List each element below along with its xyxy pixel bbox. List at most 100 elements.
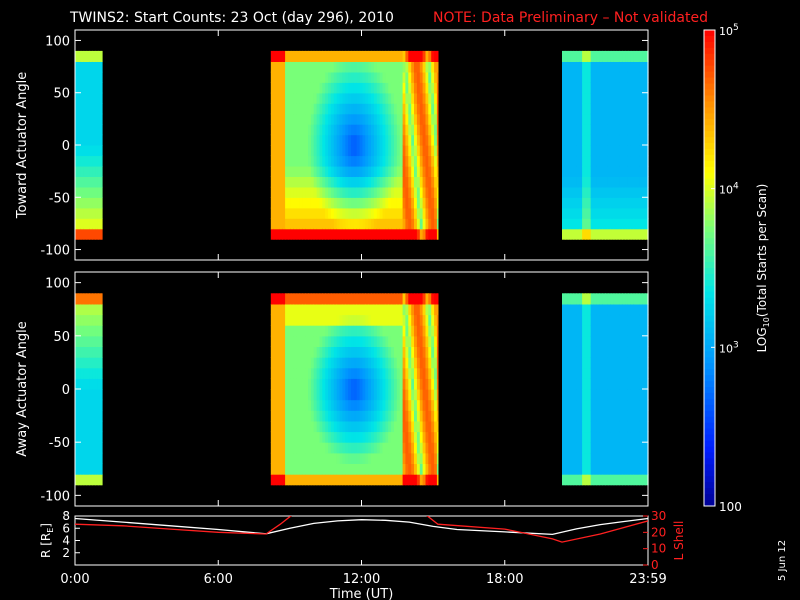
heatmap-cell — [570, 197, 575, 209]
heatmap-cell — [564, 357, 569, 369]
heatmap-cell — [633, 103, 638, 115]
heatmap-cell — [376, 346, 381, 358]
heatmap-cell — [593, 452, 598, 464]
heatmap-cell — [431, 124, 435, 136]
heatmap-cell — [585, 207, 589, 219]
heatmap-cell — [345, 442, 349, 454]
heatmap-cell — [373, 378, 378, 390]
heatmap-cell — [408, 389, 412, 401]
heatmap-cell — [75, 442, 79, 454]
heatmap-cell — [630, 399, 635, 411]
heatmap-cell — [408, 378, 412, 390]
heatmap-cell — [411, 335, 415, 347]
heatmap-cell — [436, 61, 439, 73]
heatmap-cell — [319, 367, 323, 379]
heatmap-cell — [596, 186, 600, 198]
heatmap-cell — [288, 207, 292, 219]
heatmap-cell — [616, 207, 620, 219]
heatmap-cell — [416, 82, 421, 94]
heatmap-cell — [419, 145, 424, 157]
heatmap-cell — [422, 293, 427, 305]
heatmap-cell — [92, 325, 96, 337]
heatmap-cell — [356, 228, 361, 240]
heatmap-cell — [371, 378, 375, 390]
heatmap-cell — [270, 186, 275, 198]
heatmap-cell — [590, 335, 595, 347]
heatmap-cell — [92, 207, 96, 219]
heatmap-cell — [636, 452, 640, 464]
heatmap-cell — [396, 399, 401, 411]
heatmap-cell — [97, 303, 102, 316]
heatmap-cell — [310, 197, 315, 209]
heatmap-cell — [356, 463, 361, 475]
heatmap-cell — [353, 325, 358, 337]
heatmap-cell — [622, 335, 626, 347]
heatmap-cell — [95, 124, 99, 136]
heatmap-cell — [313, 134, 318, 146]
heatmap-cell — [362, 176, 366, 188]
heatmap-cell — [399, 207, 404, 219]
heatmap-cell — [89, 293, 93, 305]
heatmap-cell — [622, 103, 626, 115]
heatmap-cell — [325, 410, 329, 422]
heatmap-cell — [92, 357, 96, 369]
heatmap-cell — [351, 197, 355, 209]
heatmap-cell — [371, 197, 375, 209]
heatmap-cell — [610, 186, 615, 198]
heatmap-cell — [299, 176, 303, 188]
heatmap-cell — [279, 293, 283, 305]
heatmap-cell — [396, 218, 401, 230]
heatmap-cell — [376, 155, 381, 167]
heatmap-cell — [622, 474, 626, 486]
heatmap-cell — [333, 228, 338, 240]
heatmap-cell — [330, 346, 335, 358]
heatmap-cell — [368, 452, 372, 464]
heatmap-cell — [80, 124, 85, 136]
heatmap-cell — [273, 197, 278, 209]
heatmap-cell — [316, 71, 321, 83]
heatmap-cell — [288, 197, 292, 209]
heatmap-cell — [645, 186, 649, 198]
heatmap-cell — [308, 367, 312, 379]
heatmap-cell — [619, 399, 623, 411]
heatmap-cell — [288, 155, 292, 167]
heatmap-cell — [282, 165, 286, 177]
heatmap-cell — [328, 176, 332, 188]
heatmap-cell — [593, 228, 598, 240]
heatmap-cell — [86, 335, 90, 347]
heatmap-cell — [613, 389, 618, 401]
heatmap-cell — [414, 207, 418, 219]
heatmap-cell — [576, 293, 580, 305]
heatmap-cell — [570, 346, 575, 358]
heatmap-cell — [353, 228, 358, 240]
heatmap-cell — [599, 399, 603, 411]
heatmap-cell — [431, 389, 435, 401]
heatmap-cell — [605, 186, 609, 198]
heatmap-cell — [602, 103, 606, 115]
heatmap-cell — [434, 452, 438, 464]
heatmap-cell — [416, 325, 421, 337]
heatmap-cell — [590, 442, 595, 454]
heatmap-cell — [290, 442, 295, 454]
heatmap-cell — [414, 335, 418, 347]
heatmap-cell — [322, 61, 326, 73]
heatmap-cell — [428, 197, 432, 209]
heatmap-cell — [625, 176, 629, 188]
heatmap-cell — [391, 410, 395, 422]
heatmap-cell — [348, 431, 352, 443]
heatmap-cell — [293, 50, 298, 62]
heatmap-cell — [385, 389, 389, 401]
heatmap-cell — [89, 186, 93, 198]
heatmap-cell — [399, 50, 404, 62]
heatmap-cell — [83, 61, 88, 73]
heatmap-cell — [416, 346, 421, 358]
heatmap-cell — [582, 399, 586, 411]
heatmap-cell — [288, 293, 292, 305]
heatmap-cell — [89, 463, 93, 475]
heatmap-cell — [636, 314, 640, 326]
heatmap-cell — [273, 176, 278, 188]
heatmap-cell — [290, 431, 295, 443]
heatmap-cell — [567, 103, 572, 115]
heatmap-cell — [348, 410, 352, 422]
heatmap-cell — [362, 389, 366, 401]
